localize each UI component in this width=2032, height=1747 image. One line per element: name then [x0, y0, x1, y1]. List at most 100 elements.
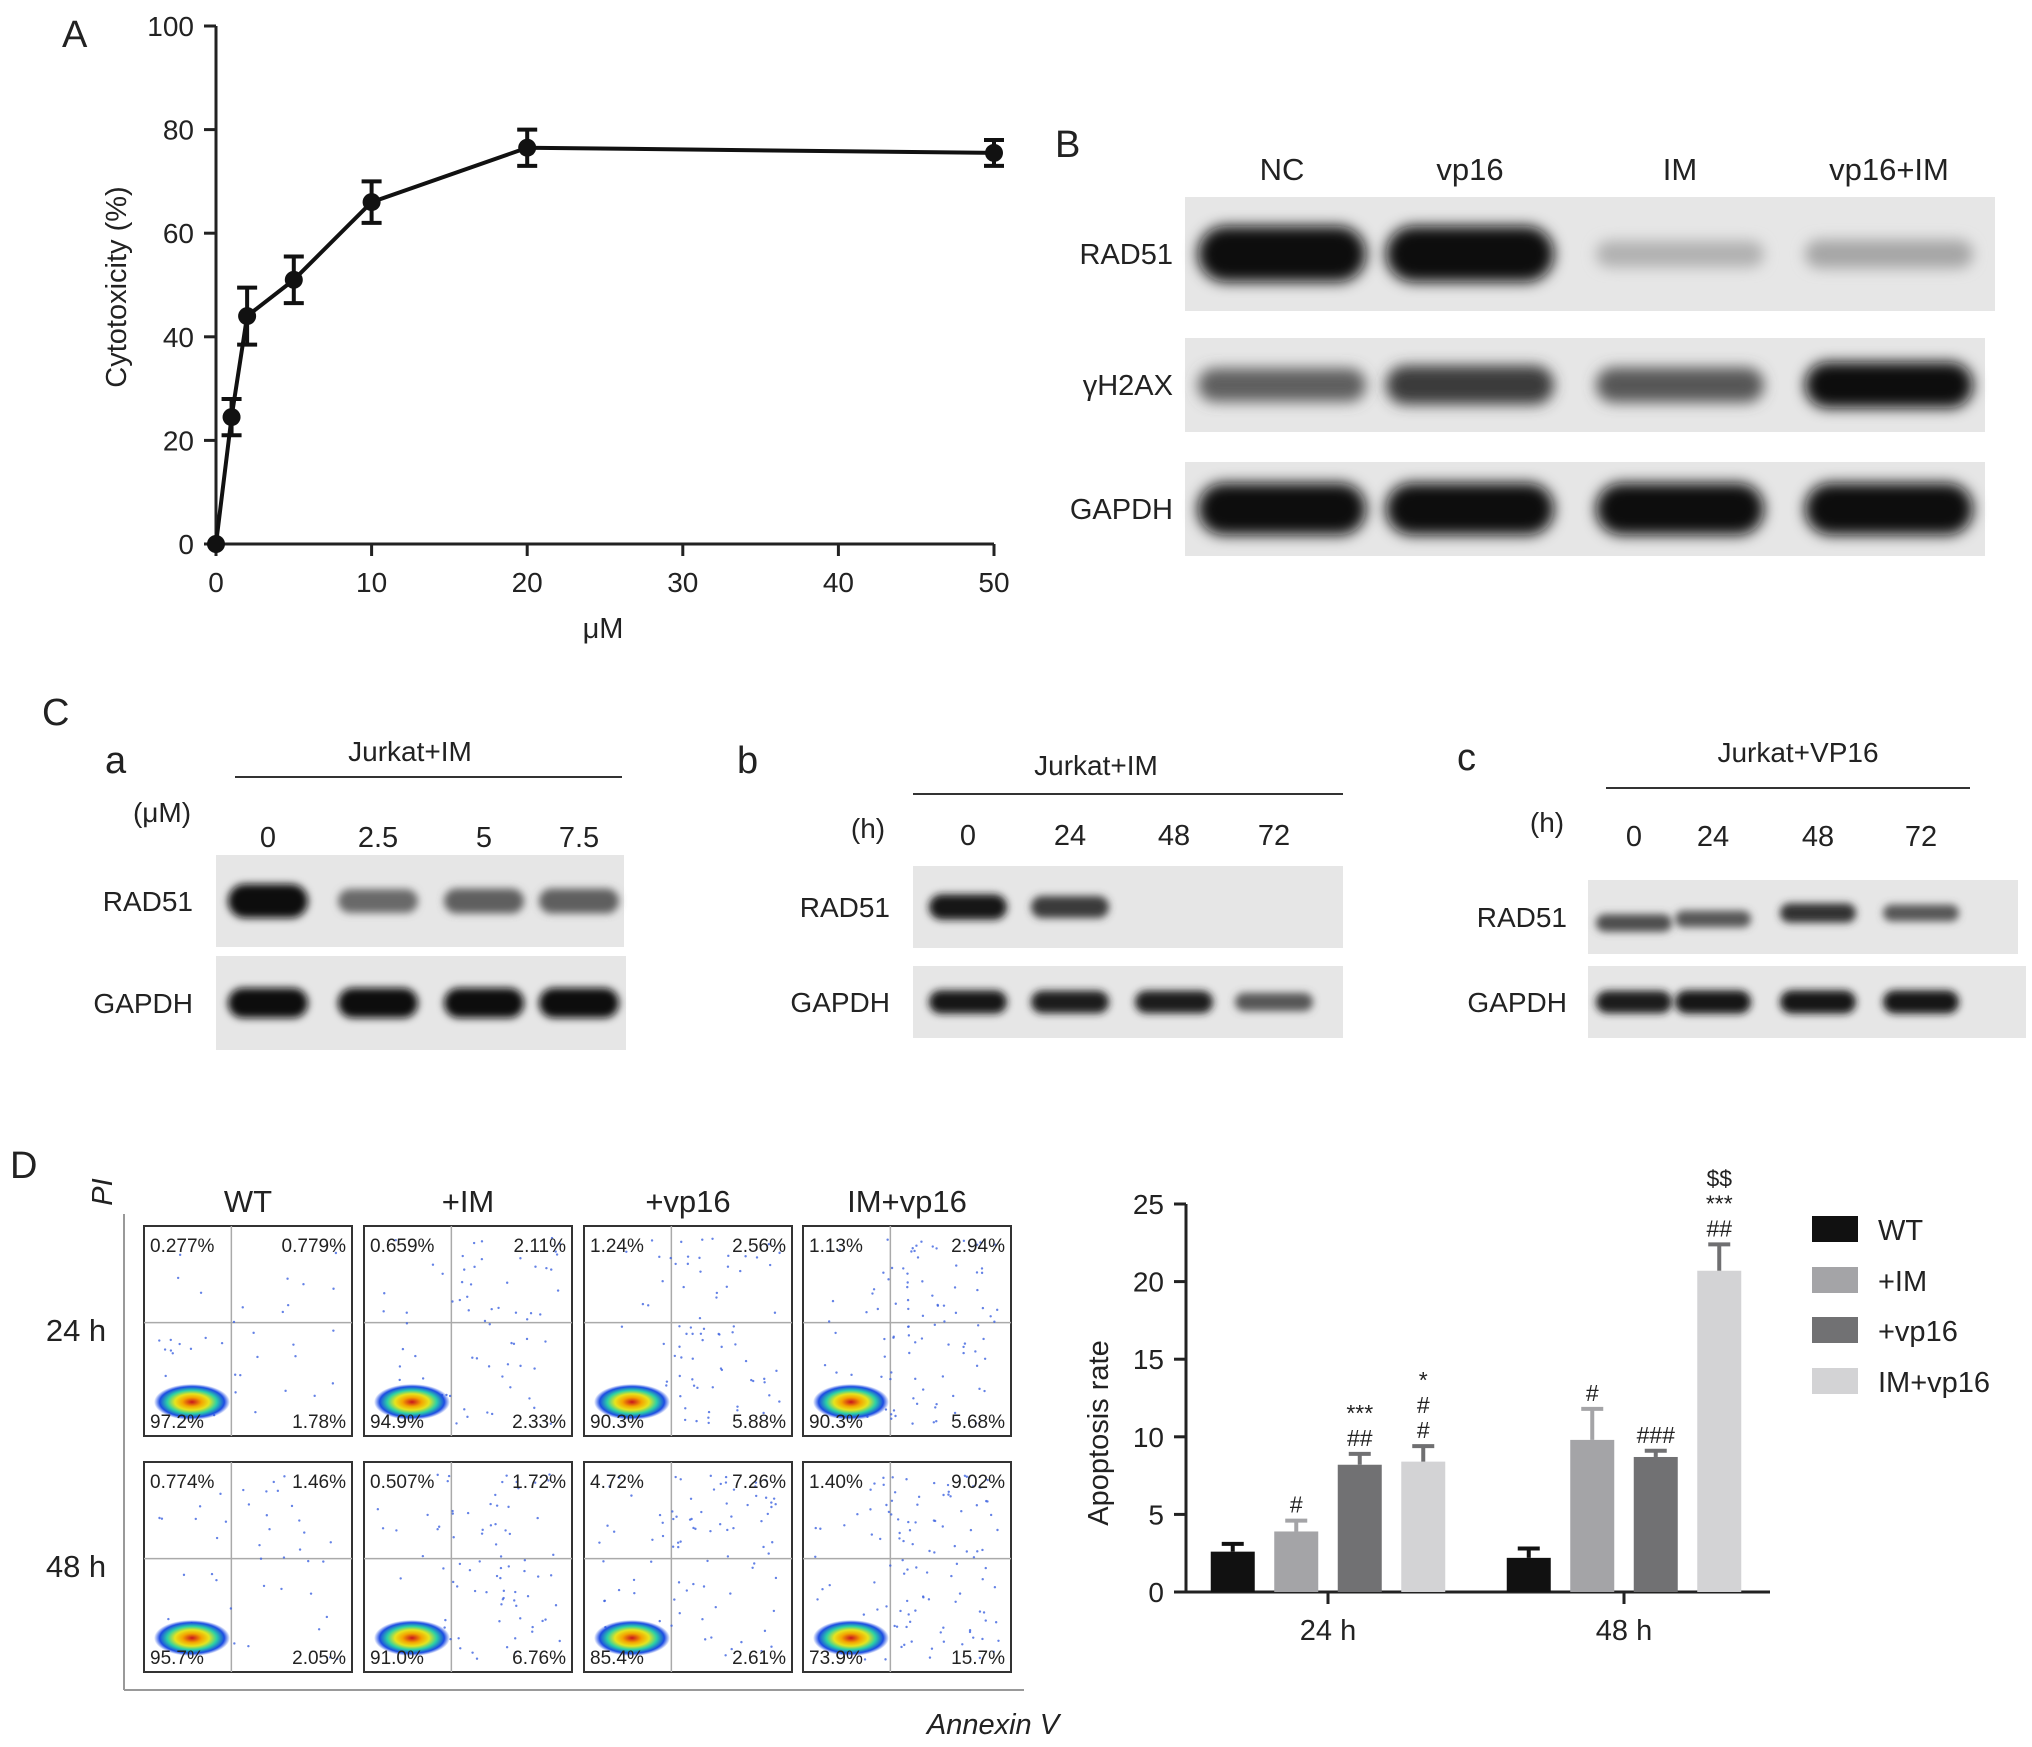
flow-event-dot [332, 1329, 335, 1332]
flow-event-dot [968, 1630, 972, 1634]
chart-d-ylabel: Apoptosis rate [1083, 1340, 1115, 1525]
flow-event-dot [309, 1592, 313, 1595]
flow-event-dot [399, 1577, 402, 1580]
flow-quadrant-ur: 9.02% [951, 1472, 1005, 1493]
flow-event-dot [911, 1247, 914, 1250]
flow-event-dot [983, 1389, 986, 1393]
flow-event-dot [499, 1566, 503, 1570]
flow-event-dot [902, 1267, 905, 1270]
flow-event-dot [921, 1388, 925, 1391]
flow-event-dot [641, 1302, 645, 1306]
flow-event-dot [549, 1574, 553, 1577]
flow-event-dot [907, 1613, 910, 1616]
chart-d-significance-mark: ## [1706, 1215, 1732, 1241]
flow-event-dot [533, 1367, 536, 1370]
flow-event-dot [661, 1279, 664, 1283]
flow-column-label: IM+vp16 [847, 1184, 967, 1219]
flow-event-dot [699, 1270, 702, 1273]
flow-event-dot [307, 1559, 310, 1563]
flow-plot: 1.13% 2.94% 90.3% 5.68% [802, 1225, 1012, 1437]
flow-event-dot [383, 1292, 386, 1295]
flow-event-dot [167, 1617, 170, 1621]
flow-event-dot [744, 1255, 747, 1258]
flow-event-dot [480, 1257, 484, 1261]
flow-event-dot [724, 1654, 727, 1657]
flow-x-axis-label: Annexin V [925, 1709, 1062, 1741]
flow-event-dot [727, 1254, 730, 1258]
blotb-column-label: vp16 [1436, 152, 1503, 187]
flow-event-dot [914, 1341, 917, 1344]
chart-a-series-line [214, 145, 995, 545]
flow-event-dot [545, 1266, 548, 1270]
flow-event-dot [398, 1378, 401, 1382]
flow-event-dot [499, 1576, 502, 1580]
flow-event-dot [819, 1527, 822, 1530]
chart-d-significance-mark: *** [1346, 1400, 1373, 1426]
chart-d-legend-swatch [1812, 1317, 1858, 1343]
flow-event-dot [603, 1599, 607, 1602]
flow-event-dot [534, 1265, 537, 1268]
flow-event-dot [463, 1408, 466, 1411]
flow-event-dot [986, 1478, 989, 1482]
flow-event-dot [651, 1538, 654, 1542]
flow-event-dot [947, 1490, 950, 1494]
chart-a-xtick-label: 50 [978, 567, 1009, 598]
flow-event-dot [885, 1503, 888, 1507]
flow-event-dot [458, 1562, 462, 1566]
flow-event-dot [298, 1519, 301, 1522]
flow-event-dot [533, 1406, 536, 1410]
flow-column-label: +IM [442, 1184, 495, 1219]
blotcb-column-label: 72 [1258, 820, 1290, 852]
flow-quadrant-ul: 0.277% [150, 1236, 215, 1257]
flow-event-dot [558, 1242, 561, 1245]
flow-event-dot [519, 1257, 522, 1260]
flow-event-dot [768, 1263, 772, 1267]
flow-event-dot [898, 1537, 901, 1540]
flow-event-dot [673, 1354, 677, 1358]
flow-event-dot [931, 1294, 934, 1297]
flow-event-dot [984, 1566, 987, 1570]
flow-event-dot [770, 1505, 773, 1509]
flow-event-dot [736, 1409, 739, 1412]
flow-event-dot [507, 1565, 510, 1568]
flow-event-dot [883, 1337, 886, 1341]
flow-density-core [374, 1620, 450, 1656]
flow-event-dot [674, 1262, 677, 1266]
chart-d-category-label: 48 h [1596, 1615, 1652, 1647]
flow-event-dot [176, 1276, 180, 1280]
blotcb-band [929, 894, 1007, 920]
flow-event-dot [405, 1311, 408, 1314]
flow-event-dot [677, 1545, 680, 1549]
flow-event-dot [455, 1585, 459, 1588]
flow-quadrant-ll: 90.3% [809, 1412, 863, 1433]
chart-a-xtick-label: 30 [667, 567, 698, 598]
flow-plot: 4.72% 7.26% 85.4% 2.61% [583, 1461, 793, 1673]
cytotoxicity-line-chart: Cytotoxicity (%) μM 0 20 40 60 80 100 0 10 20 30 4… [101, 11, 1010, 645]
flow-event-dot [283, 1475, 286, 1478]
flow-event-dot [760, 1519, 763, 1523]
flow-event-dot [519, 1617, 522, 1620]
flow-event-dot [963, 1342, 967, 1345]
flow-event-dot [725, 1502, 728, 1505]
flow-event-dot [459, 1647, 462, 1650]
blotca-column-label: 5 [476, 822, 492, 854]
flow-y-axis-label: PI [87, 1178, 119, 1205]
flow-event-dot [405, 1322, 409, 1325]
flow-event-dot [526, 1594, 530, 1598]
flow-event-dot [665, 1384, 668, 1387]
flow-event-dot [514, 1651, 517, 1654]
flow-event-dot [528, 1397, 531, 1400]
blotb-band [1386, 226, 1554, 282]
flow-event-dot [732, 1526, 735, 1530]
flow-event-dot [505, 1281, 509, 1284]
flow-event-dot [692, 1526, 695, 1530]
chart-a-ytick-label: 0 [178, 529, 194, 560]
flow-event-dot [686, 1262, 690, 1266]
flow-event-dot [892, 1409, 896, 1412]
flow-event-dot [906, 1281, 909, 1284]
flow-quadrant-ll: 94.9% [370, 1412, 424, 1433]
flow-quadrant-ur: 2.56% [732, 1236, 786, 1257]
flow-event-dot [994, 1243, 997, 1246]
flow-event-dot [468, 1568, 472, 1572]
flow-event-dot [488, 1323, 491, 1326]
